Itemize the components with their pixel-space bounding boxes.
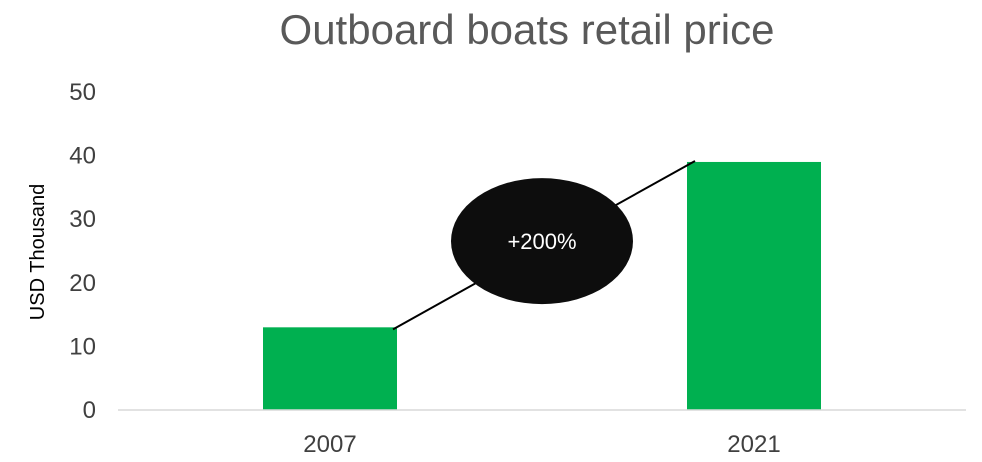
x-tick-label: 2021 — [727, 431, 780, 458]
y-axis-ticks: 0 10 20 30 40 50 — [69, 79, 96, 424]
chart-title: Outboard boats retail price — [280, 6, 775, 53]
x-tick-label: 2007 — [303, 431, 356, 458]
bars — [263, 161, 821, 410]
growth-label: +200% — [507, 229, 576, 254]
x-axis-ticks: 2007 2021 — [303, 431, 780, 458]
growth-badge — [451, 178, 633, 305]
y-tick-label: 10 — [69, 333, 96, 360]
y-tick-label: 20 — [69, 270, 96, 297]
bar — [263, 327, 397, 410]
y-tick-label: 0 — [83, 397, 96, 424]
y-tick-label: 50 — [69, 79, 96, 106]
bar — [687, 161, 821, 410]
growth-annotation: +200% — [392, 160, 696, 331]
y-tick-label: 40 — [69, 143, 96, 170]
y-axis-label: USD Thousand — [27, 184, 49, 320]
y-tick-label: 30 — [69, 206, 96, 233]
